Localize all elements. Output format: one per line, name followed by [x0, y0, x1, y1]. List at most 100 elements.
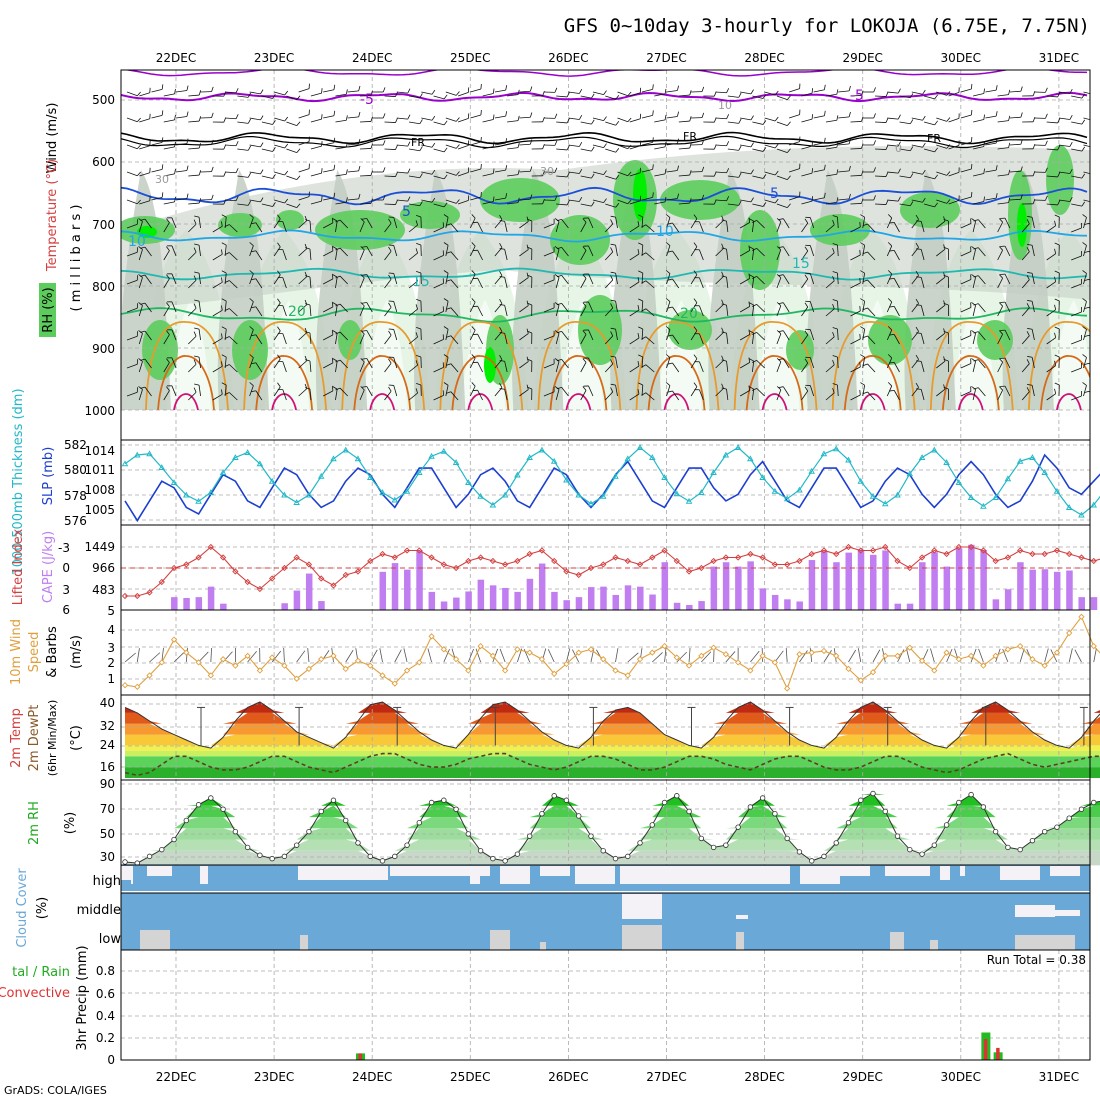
- wind10-point: [1041, 662, 1048, 669]
- wind-barb: [604, 363, 614, 373]
- li-point: [514, 557, 521, 565]
- rh2m-point: [809, 858, 815, 864]
- li-point: [207, 543, 214, 551]
- wind-barb: [1046, 175, 1058, 178]
- wind-barb-flag: [824, 192, 826, 198]
- wind-barb: [726, 221, 729, 233]
- wind-barb-flag: [889, 361, 895, 364]
- wind-barb: [801, 222, 809, 233]
- wind-barb-flag: [610, 359, 614, 365]
- wind-barb-flag: [529, 86, 533, 92]
- wind-barb: [229, 252, 238, 261]
- wind-barb-flag: [419, 93, 423, 98]
- wind-barb: [801, 306, 809, 317]
- wind-barb-flag: [627, 199, 632, 205]
- wind-barb: [556, 175, 568, 178]
- wind-barb: [126, 199, 138, 205]
- li-point: [906, 564, 913, 572]
- wind-barb: [163, 362, 170, 373]
- ylabel-total-rain: tal / Rain: [12, 965, 70, 980]
- date-bottom-25DEC: 25DEC: [450, 1070, 490, 1084]
- wind-barb-flag: [361, 274, 367, 276]
- label-fr-a: FR: [411, 136, 425, 149]
- contour-30: [549, 355, 608, 411]
- wind-barb: [666, 357, 671, 369]
- li-point: [685, 568, 693, 575]
- wind-barb-flag: [221, 214, 227, 218]
- wind-barb: [310, 118, 322, 123]
- wind-barb: [666, 329, 671, 341]
- wind-barb-flag: [554, 302, 560, 306]
- wind10-barbs: [124, 647, 1097, 663]
- wind10-barb: [296, 650, 306, 663]
- wind10-point: [992, 652, 999, 660]
- rh2m-point: [441, 797, 447, 803]
- wind-barb-flag: [1084, 222, 1090, 225]
- rh2m-point: [980, 804, 987, 810]
- wind-barb: [850, 226, 861, 233]
- wind-barb: [936, 117, 947, 122]
- wind-barb-flag: [665, 214, 671, 218]
- wind-barb-flag: [443, 147, 448, 153]
- wind-barb-flag: [652, 84, 654, 90]
- wind-barb: [756, 220, 765, 229]
- wind-barb-flag: [415, 388, 418, 394]
- wind-barb-flag: [1054, 304, 1057, 310]
- wind-barb: [1058, 91, 1070, 94]
- wind-barb-flag: [943, 274, 949, 278]
- wind-barb: [286, 95, 297, 100]
- wind-barb: [739, 222, 750, 229]
- wind-barb: [654, 119, 666, 123]
- wind-barb: [519, 361, 529, 369]
- thickness-point: [869, 492, 877, 499]
- wind-barb-flag: [749, 358, 754, 362]
- cloud-high-clear: [650, 866, 790, 884]
- wind10-point: [281, 662, 288, 669]
- tick-483: 483: [92, 583, 115, 597]
- wind-barb-flag: [1094, 144, 1097, 148]
- wind-barb-flag: [335, 247, 341, 251]
- li-point: [747, 550, 754, 558]
- wind-barb: [605, 203, 616, 208]
- wind-barb: [985, 89, 997, 93]
- wind-barb-flag: [862, 251, 868, 255]
- wind-barb-flag: [721, 275, 727, 278]
- wind-barb: [629, 365, 640, 373]
- wind-barb-flag: [431, 89, 436, 95]
- wind-barb: [920, 221, 925, 233]
- wind-barb: [445, 117, 457, 122]
- wind-barb-flag: [499, 354, 503, 360]
- wind-barb: [1083, 301, 1087, 313]
- wind-barb-flag: [887, 382, 893, 387]
- label-20-a: 20: [288, 304, 306, 320]
- wind-barb-flag: [610, 303, 614, 309]
- wind-barb: [813, 115, 825, 119]
- wind-barb-flag: [897, 168, 901, 174]
- wind-barb: [973, 146, 984, 150]
- below-surface: [121, 410, 1090, 440]
- wind10-barb: [848, 649, 857, 663]
- wind10-point: [587, 646, 595, 653]
- wind-barb-flag: [388, 358, 392, 364]
- wind-barb: [1071, 203, 1083, 207]
- wind-barb-flag: [762, 147, 767, 152]
- wind-barb: [960, 391, 972, 397]
- contour-minus10: [122, 70, 1088, 77]
- wind-barb: [837, 216, 839, 229]
- wind-barb-flag: [1054, 242, 1060, 246]
- wind-barb: [936, 276, 946, 285]
- wind-barb-flag: [370, 143, 373, 149]
- wind10-barb: [615, 648, 619, 663]
- cloud-low-patch: [300, 935, 308, 950]
- wind-barb: [825, 364, 835, 373]
- wind-barb-flag: [416, 354, 422, 358]
- wind-barb-flag: [499, 298, 503, 304]
- wind10-barb: [271, 650, 282, 663]
- cloud-low-patch: [736, 932, 744, 950]
- wind-barb-flag: [1069, 114, 1073, 120]
- wind-barb-flag: [693, 326, 698, 331]
- wind-barb: [850, 203, 862, 205]
- wind-barb: [1096, 204, 1100, 207]
- rh-inner-plume: [362, 300, 408, 410]
- rh-inner-plume: [166, 300, 211, 410]
